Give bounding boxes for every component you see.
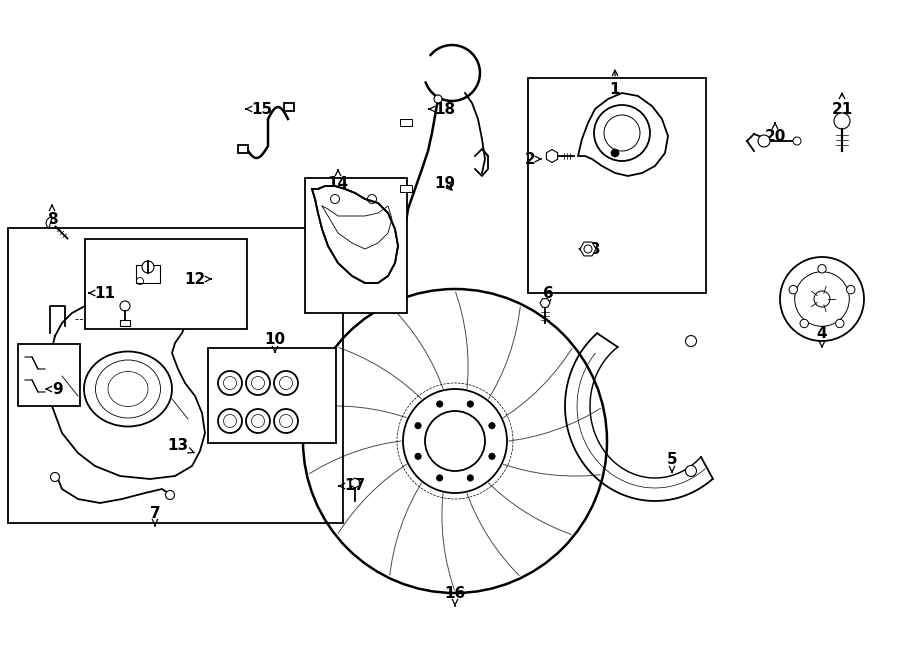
Circle shape bbox=[611, 149, 619, 157]
Bar bbox=[400, 119, 412, 126]
Circle shape bbox=[467, 401, 473, 407]
Circle shape bbox=[835, 319, 844, 328]
Bar bbox=[238, 145, 248, 153]
Circle shape bbox=[166, 490, 175, 500]
Text: 10: 10 bbox=[265, 332, 285, 352]
Text: 19: 19 bbox=[435, 176, 455, 190]
Circle shape bbox=[594, 105, 650, 161]
Text: 16: 16 bbox=[445, 586, 465, 606]
Circle shape bbox=[434, 95, 442, 103]
Polygon shape bbox=[546, 149, 558, 163]
Circle shape bbox=[686, 465, 697, 477]
Circle shape bbox=[218, 371, 242, 395]
Bar bbox=[528, 78, 706, 293]
Circle shape bbox=[467, 475, 473, 481]
Text: 2: 2 bbox=[525, 151, 541, 167]
Text: 18: 18 bbox=[428, 102, 455, 116]
Circle shape bbox=[274, 409, 298, 433]
Circle shape bbox=[489, 422, 495, 429]
Circle shape bbox=[415, 453, 421, 459]
Text: 13: 13 bbox=[167, 438, 194, 453]
Bar bbox=[305, 178, 407, 313]
Ellipse shape bbox=[84, 352, 172, 426]
Circle shape bbox=[758, 135, 770, 147]
Circle shape bbox=[800, 319, 808, 328]
Bar bbox=[208, 348, 336, 443]
Circle shape bbox=[686, 336, 697, 346]
Bar bbox=[8, 228, 343, 523]
Circle shape bbox=[246, 371, 270, 395]
Text: 11: 11 bbox=[89, 286, 115, 301]
Text: 17: 17 bbox=[338, 479, 365, 494]
Polygon shape bbox=[540, 299, 550, 307]
Circle shape bbox=[789, 286, 797, 294]
Polygon shape bbox=[351, 478, 359, 488]
Polygon shape bbox=[580, 242, 596, 256]
Circle shape bbox=[818, 264, 826, 273]
Polygon shape bbox=[46, 217, 52, 228]
Circle shape bbox=[246, 409, 270, 433]
Polygon shape bbox=[578, 93, 668, 176]
Circle shape bbox=[489, 453, 495, 459]
Text: 15: 15 bbox=[246, 102, 273, 116]
Circle shape bbox=[793, 137, 801, 145]
Circle shape bbox=[834, 113, 850, 129]
Text: 3: 3 bbox=[580, 241, 600, 256]
Text: 1: 1 bbox=[610, 70, 620, 97]
Text: 21: 21 bbox=[832, 93, 852, 116]
Text: 4: 4 bbox=[816, 325, 827, 347]
Circle shape bbox=[780, 257, 864, 341]
Circle shape bbox=[847, 286, 855, 294]
Circle shape bbox=[436, 475, 443, 481]
Bar bbox=[85, 239, 247, 329]
Text: 9: 9 bbox=[46, 381, 63, 397]
Text: 12: 12 bbox=[184, 272, 212, 286]
Polygon shape bbox=[312, 186, 398, 283]
Bar bbox=[400, 185, 412, 192]
Circle shape bbox=[218, 409, 242, 433]
Bar bbox=[284, 103, 294, 111]
Circle shape bbox=[142, 261, 154, 273]
Text: 6: 6 bbox=[543, 286, 553, 306]
Text: 5: 5 bbox=[667, 451, 678, 473]
Text: 8: 8 bbox=[47, 205, 58, 227]
Circle shape bbox=[436, 401, 443, 407]
Bar bbox=[120, 320, 130, 326]
Bar bbox=[136, 265, 160, 283]
Bar bbox=[18, 344, 80, 406]
Circle shape bbox=[274, 371, 298, 395]
Circle shape bbox=[415, 422, 421, 429]
Text: 20: 20 bbox=[764, 123, 786, 143]
Circle shape bbox=[50, 473, 59, 481]
Text: 7: 7 bbox=[149, 506, 160, 526]
Text: 14: 14 bbox=[328, 170, 348, 190]
